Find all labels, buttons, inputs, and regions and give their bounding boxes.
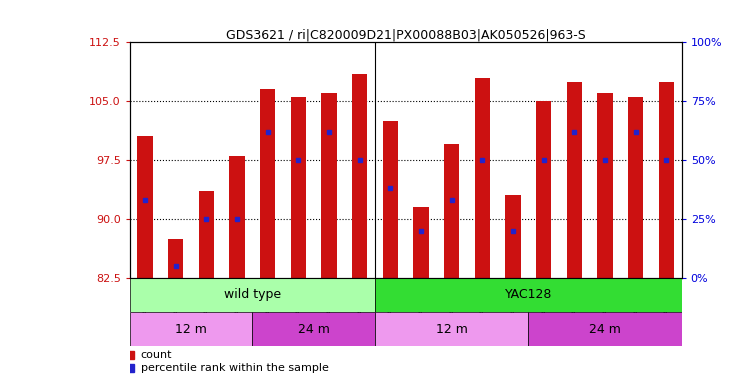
Bar bbox=[130, 312, 253, 346]
Text: wild type: wild type bbox=[224, 288, 281, 301]
Bar bbox=[444, 144, 459, 278]
Text: 24 m: 24 m bbox=[589, 323, 621, 336]
Title: GDS3621 / ri|C820009D21|PX00088B03|AK050526|963-S: GDS3621 / ri|C820009D21|PX00088B03|AK050… bbox=[226, 28, 585, 41]
Bar bbox=[230, 156, 245, 278]
Text: count: count bbox=[141, 350, 172, 360]
Bar bbox=[536, 101, 551, 278]
Bar bbox=[199, 192, 214, 278]
Bar bbox=[475, 78, 490, 278]
Text: 12 m: 12 m bbox=[436, 323, 468, 336]
Bar bbox=[659, 81, 674, 278]
Bar bbox=[290, 97, 306, 278]
Text: 24 m: 24 m bbox=[298, 323, 330, 336]
Bar bbox=[505, 195, 521, 278]
Text: 12 m: 12 m bbox=[175, 323, 207, 336]
Bar bbox=[413, 207, 429, 278]
Bar bbox=[528, 312, 682, 346]
Bar bbox=[628, 97, 643, 278]
Bar bbox=[253, 312, 375, 346]
Bar bbox=[597, 93, 613, 278]
Bar bbox=[260, 89, 276, 278]
Bar bbox=[130, 278, 375, 312]
Bar bbox=[322, 93, 336, 278]
Bar bbox=[375, 278, 682, 312]
Bar bbox=[382, 121, 398, 278]
Bar bbox=[137, 136, 153, 278]
Bar bbox=[168, 238, 183, 278]
Text: YAC128: YAC128 bbox=[505, 288, 552, 301]
Bar bbox=[352, 74, 368, 278]
Bar bbox=[567, 81, 582, 278]
Text: percentile rank within the sample: percentile rank within the sample bbox=[141, 363, 328, 373]
Bar bbox=[375, 312, 528, 346]
